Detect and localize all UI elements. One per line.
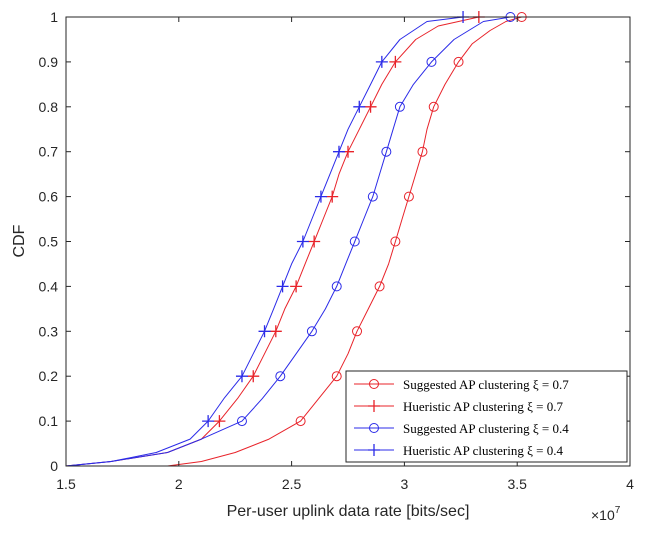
legend: Suggested AP clustering ξ = 0.7 Hueristic… xyxy=(345,370,628,463)
data-point xyxy=(306,326,317,337)
data-point xyxy=(290,280,303,293)
x-tick-label: 3 xyxy=(401,476,409,492)
x-axis-multiplier: ×107 xyxy=(591,505,621,523)
data-point xyxy=(381,146,392,157)
data-point xyxy=(331,281,342,292)
data-point xyxy=(349,236,360,247)
data-point xyxy=(364,100,377,113)
data-point xyxy=(247,370,260,383)
x-tick-label: 2.5 xyxy=(282,476,302,492)
x-axis-multiplier-base: ×10 xyxy=(591,507,615,523)
data-point xyxy=(353,100,366,113)
data-point xyxy=(258,325,271,338)
series-line xyxy=(65,16,479,467)
y-tick-label: 0.3 xyxy=(39,323,59,339)
y-tick-label: 0 xyxy=(50,458,58,474)
legend-entry: Hueristic AP clustering ξ = 0.4 xyxy=(354,443,563,458)
x-tick-label: 1.5 xyxy=(56,476,76,492)
data-point xyxy=(417,146,428,157)
legend-label: Suggested AP clustering ξ = 0.4 xyxy=(403,421,569,436)
data-point xyxy=(331,371,342,382)
data-point xyxy=(296,235,309,248)
legend-marker xyxy=(368,444,380,456)
y-tick-label: 0.8 xyxy=(39,99,59,115)
data-point xyxy=(374,281,385,292)
data-point xyxy=(213,415,226,428)
legend-entry: Suggested AP clustering ξ = 0.7 xyxy=(354,377,569,392)
x-tick-label: 4 xyxy=(626,476,634,492)
data-point xyxy=(314,190,327,203)
legend-marker xyxy=(369,423,379,433)
data-point xyxy=(236,416,247,427)
y-axis-ticks: 0 0.1 0.2 0.3 0.4 0.5 0.6 0.7 0.8 0.9 1 xyxy=(39,9,630,474)
data-point xyxy=(367,191,378,202)
x-axis-label: Per-user uplink data rate [bits/sec] xyxy=(227,503,470,520)
data-point xyxy=(308,235,321,248)
data-point xyxy=(275,371,286,382)
y-tick-label: 0.4 xyxy=(39,278,59,294)
x-axis-multiplier-exponent: 7 xyxy=(615,505,621,516)
data-point xyxy=(389,55,402,68)
data-point xyxy=(276,280,289,293)
legend-box xyxy=(345,370,628,463)
data-point xyxy=(326,190,339,203)
y-axis-label: CDF xyxy=(11,224,28,257)
series-2 xyxy=(65,12,516,467)
series-0 xyxy=(66,12,527,467)
series-line xyxy=(65,16,464,467)
y-tick-label: 0.9 xyxy=(39,54,59,70)
legend-entry: Suggested AP clustering ξ = 0.4 xyxy=(354,421,569,436)
legend-marker xyxy=(369,379,379,389)
data-point xyxy=(403,191,414,202)
x-tick-label: 2 xyxy=(175,476,183,492)
y-tick-label: 0.5 xyxy=(39,234,59,250)
x-tick-label: 3.5 xyxy=(507,476,527,492)
data-point xyxy=(352,326,363,337)
legend-marker xyxy=(368,400,380,412)
data-point xyxy=(375,55,388,68)
data-point xyxy=(394,101,405,112)
series-line xyxy=(65,16,511,467)
data-point xyxy=(453,56,464,67)
data-point xyxy=(426,56,437,67)
legend-entry: Hueristic AP clustering ξ = 0.7 xyxy=(354,399,563,414)
y-tick-label: 0.7 xyxy=(39,144,59,160)
series-layer xyxy=(65,11,527,467)
y-tick-label: 0.6 xyxy=(39,189,59,205)
data-point xyxy=(332,145,345,158)
legend-label: Suggested AP clustering ξ = 0.7 xyxy=(403,377,569,392)
y-tick-label: 0.2 xyxy=(39,368,59,384)
data-point xyxy=(390,236,401,247)
legend-label: Hueristic AP clustering ξ = 0.4 xyxy=(403,443,563,458)
y-tick-label: 0.1 xyxy=(39,413,59,429)
x-axis-ticks: 1.5 2 2.5 3 3.5 4 xyxy=(56,17,634,492)
data-point xyxy=(295,416,306,427)
data-point xyxy=(269,325,282,338)
data-point xyxy=(202,415,215,428)
y-tick-label: 1 xyxy=(50,9,58,25)
legend-label: Hueristic AP clustering ξ = 0.7 xyxy=(403,399,563,414)
data-point xyxy=(235,370,248,383)
data-point xyxy=(428,101,439,112)
